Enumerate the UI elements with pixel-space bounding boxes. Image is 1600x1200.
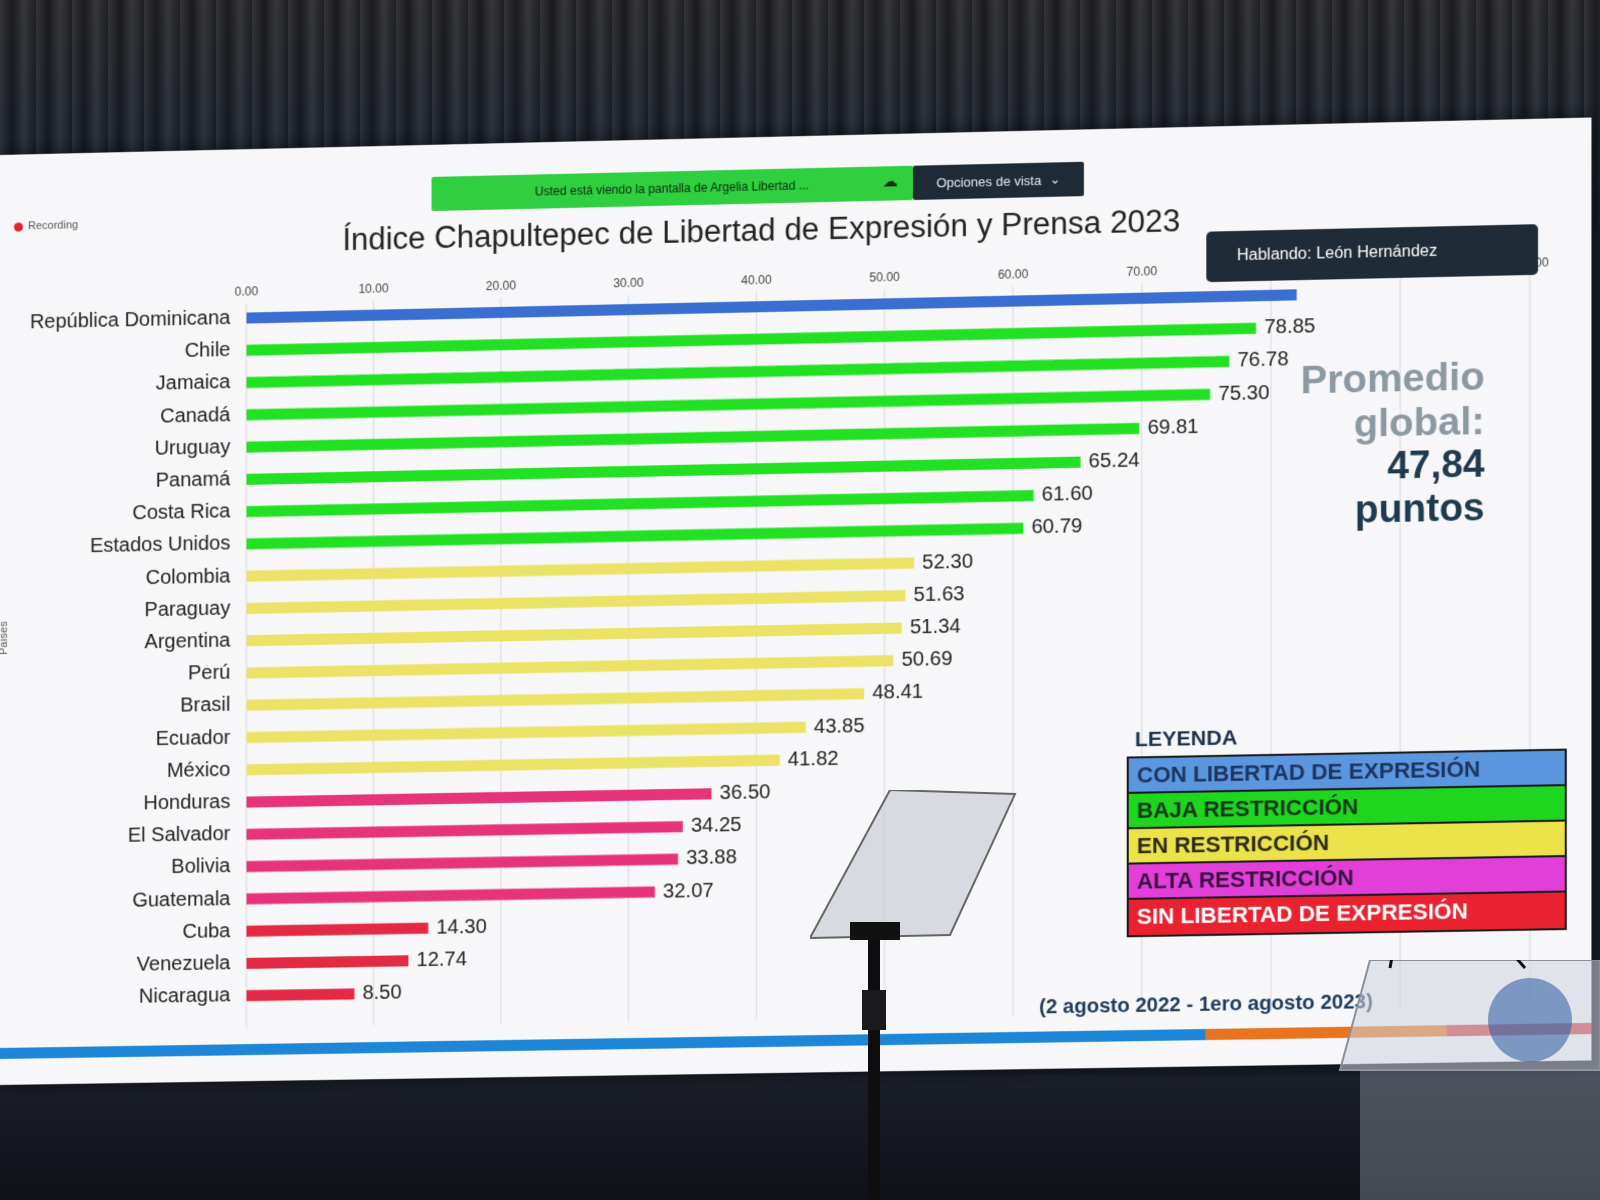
x-tick-label: 50.00: [869, 270, 900, 285]
data-label: 61.60: [1042, 483, 1093, 506]
bar: [246, 754, 780, 776]
teleprompter-clamp: [862, 990, 886, 1030]
category-label: Paraguay: [145, 597, 231, 621]
data-label: 50.69: [902, 648, 953, 671]
data-label: 76.78: [1237, 349, 1288, 372]
x-tick-label: 20.00: [486, 278, 517, 293]
category-label: Bolivia: [171, 855, 231, 878]
data-label: 65.24: [1089, 449, 1140, 472]
x-tick-label: 10.00: [358, 281, 389, 296]
x-tick-label: 0.00: [235, 284, 259, 299]
bar: [246, 821, 683, 840]
speaker-indicator: Hablando: León Hernández: [1206, 224, 1539, 283]
bar: [246, 355, 1230, 389]
bar: [246, 557, 915, 582]
podium-seal: [1488, 978, 1572, 1062]
bar: [246, 886, 655, 905]
podium: [1338, 960, 1600, 1200]
bar: [246, 388, 1211, 421]
data-label: 12.74: [416, 948, 466, 971]
teleprompter-pole: [868, 938, 880, 1200]
category-label: Canadá: [160, 404, 231, 428]
category-label: Jamaica: [156, 371, 232, 395]
average-label-line2: global:: [1353, 399, 1485, 446]
category-label: Perú: [188, 662, 230, 685]
category-label: México: [167, 759, 231, 782]
data-label: 14.30: [436, 916, 486, 939]
bar: [246, 688, 865, 711]
stage-floor: [0, 1075, 1600, 1200]
category-label: Argentina: [145, 630, 232, 654]
data-label: 51.63: [914, 583, 965, 606]
category-label: El Salvador: [128, 823, 231, 847]
data-label: 32.07: [663, 879, 714, 902]
category-label: Brasil: [180, 694, 230, 717]
data-label: 60.79: [1031, 516, 1082, 539]
x-tick-label: 30.00: [613, 276, 644, 291]
bar: [246, 522, 1024, 550]
data-label: 34.25: [691, 814, 742, 837]
bar: [246, 988, 355, 1002]
category-label: Chile: [185, 339, 231, 362]
data-label: 36.50: [720, 781, 771, 804]
teleprompter-mount: [850, 922, 900, 940]
bar: [246, 322, 1257, 356]
bar: [246, 853, 679, 873]
x-tick-label: 40.00: [741, 273, 772, 288]
category-label: Cuba: [182, 920, 231, 943]
data-label: 43.85: [814, 715, 865, 738]
bar: [246, 456, 1081, 485]
bar: [246, 922, 429, 937]
bar: [246, 955, 409, 969]
category-label: Ecuador: [156, 726, 231, 749]
average-label-line1: Promedio: [1300, 355, 1485, 403]
x-tick-label: 60.00: [998, 267, 1029, 282]
bar: [246, 788, 712, 808]
bar: [246, 721, 806, 744]
teleprompter: [810, 790, 1017, 1200]
category-label: Venezuela: [137, 952, 232, 976]
average-unit: puntos: [1354, 486, 1485, 532]
legend: CON LIBERTAD DE EXPRESIÓN BAJA RESTRICCIÓ…: [1126, 748, 1567, 938]
average-value: 47,84: [1387, 443, 1485, 489]
global-average: Promedio global: 47,84 puntos: [1243, 355, 1485, 535]
teleprompter-glass: [810, 790, 1017, 940]
category-label: Honduras: [143, 791, 230, 815]
category-label: Guatemala: [132, 888, 231, 912]
category-label: Costa Rica: [132, 500, 231, 524]
bar: [246, 590, 906, 614]
legend-item: SIN LIBERTAD DE EXPRESIÓN: [1128, 892, 1565, 936]
legend-title: LEYENDA: [1134, 726, 1238, 752]
category-label: República Dominicana: [30, 307, 231, 333]
data-label: 41.82: [788, 747, 839, 770]
category-label: Colombia: [146, 565, 232, 589]
bar: [246, 289, 1297, 324]
category-label: Estados Unidos: [90, 533, 230, 558]
data-label: 52.30: [922, 550, 973, 573]
data-label: 78.85: [1264, 315, 1315, 338]
y-axis-label: Países: [0, 621, 10, 656]
data-label: 48.41: [872, 681, 923, 704]
projection-screen: Usted está viendo la pantalla de Argelia…: [0, 117, 1592, 1085]
bar: [246, 622, 902, 647]
podium-body: [1360, 1070, 1600, 1200]
data-label: 8.50: [363, 982, 402, 1005]
bar: [246, 422, 1140, 453]
category-label: Nicaragua: [139, 984, 231, 1008]
category-label: Panamá: [156, 468, 232, 492]
data-label: 75.30: [1218, 381, 1269, 404]
data-label: 33.88: [686, 847, 737, 870]
category-label: Uruguay: [155, 436, 231, 460]
bar: [246, 490, 1034, 518]
data-label: 69.81: [1148, 416, 1199, 439]
x-tick-label: 70.00: [1127, 264, 1158, 279]
bar: [246, 655, 894, 679]
data-label: 51.34: [910, 615, 961, 638]
